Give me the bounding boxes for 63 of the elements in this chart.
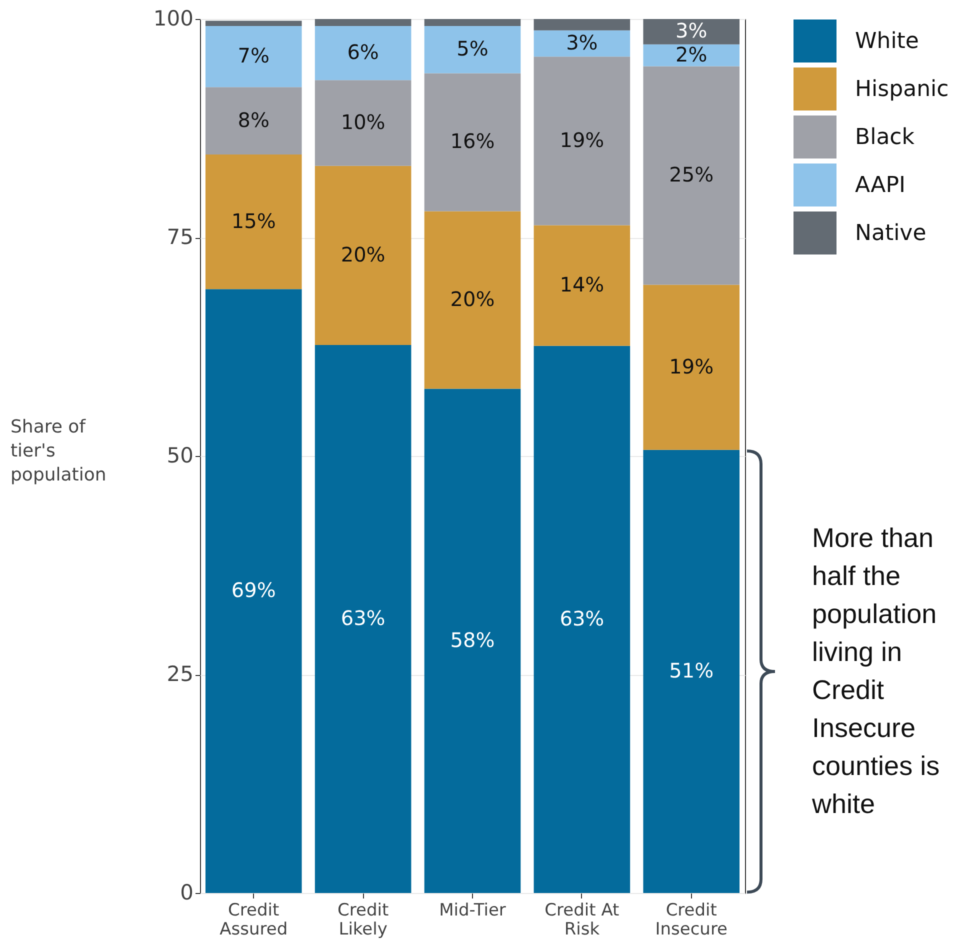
bar (534, 30, 630, 57)
data-label: 3% (676, 18, 708, 43)
bar (424, 388, 521, 893)
bar (534, 19, 630, 30)
x-tick-label: Credit Insecure (655, 900, 728, 940)
data-label: 19% (560, 128, 604, 152)
bar (424, 19, 521, 26)
bar (534, 346, 630, 893)
y-axis-title: Share of tier's population (10, 416, 106, 486)
legend-label: AAPI (855, 173, 906, 198)
data-label: 10% (340, 110, 386, 134)
data-label: 20% (340, 242, 386, 266)
data-label: 3% (566, 30, 598, 54)
data-label: 63% (560, 606, 604, 630)
text: More than half the population living in Credit Insecure counties is white (812, 522, 940, 822)
data-label: 14% (560, 272, 604, 297)
y-tick-label: 50 (166, 444, 194, 468)
data-label: 58% (450, 628, 495, 652)
data-label: 25% (669, 162, 714, 186)
bar (424, 211, 521, 389)
bar (643, 44, 740, 66)
data-label: 7% (238, 44, 270, 68)
data-label: 51% (669, 658, 714, 682)
bar (314, 19, 412, 26)
bar (205, 20, 302, 26)
bar (314, 345, 412, 893)
x-tick-label: Credit Likely (338, 900, 389, 940)
bar (314, 26, 412, 80)
bar (314, 80, 412, 166)
data-label: 2% (676, 42, 708, 66)
data-label: 15% (231, 208, 276, 233)
data-label: 16% (450, 129, 495, 154)
y-tick-label: 100 (153, 6, 194, 30)
bar (643, 450, 740, 893)
data-label: 6% (347, 40, 379, 64)
bar (205, 26, 302, 88)
data-label: 5% (456, 36, 488, 61)
data-label: 8% (238, 108, 270, 132)
x-tick-label: Credit At Risk (544, 900, 620, 940)
x-tick-label: Credit Assured (220, 900, 288, 940)
legend-label: White (855, 29, 919, 54)
data-label: 69% (231, 578, 276, 602)
data-label: 20% (450, 286, 495, 311)
bar (424, 73, 521, 212)
bar (643, 19, 740, 44)
bar (534, 225, 630, 346)
bar (643, 66, 740, 285)
bar (534, 56, 630, 226)
data-label: 63% (340, 606, 386, 630)
bar (643, 284, 740, 450)
y-tick-label: 75 (166, 225, 194, 249)
bar (205, 154, 302, 290)
data-label: 19% (669, 354, 714, 378)
legend-label: Black (855, 125, 915, 150)
legend-label: Hispanic (855, 77, 949, 102)
bar (314, 166, 412, 345)
x-tick-label: Mid-Tier (439, 900, 506, 920)
y-tick-label: 0 (180, 880, 194, 904)
bar (424, 26, 521, 74)
bar (205, 87, 302, 154)
legend-label: Native (855, 221, 926, 246)
y-tick-label: 25 (166, 662, 194, 686)
bar (205, 289, 302, 893)
